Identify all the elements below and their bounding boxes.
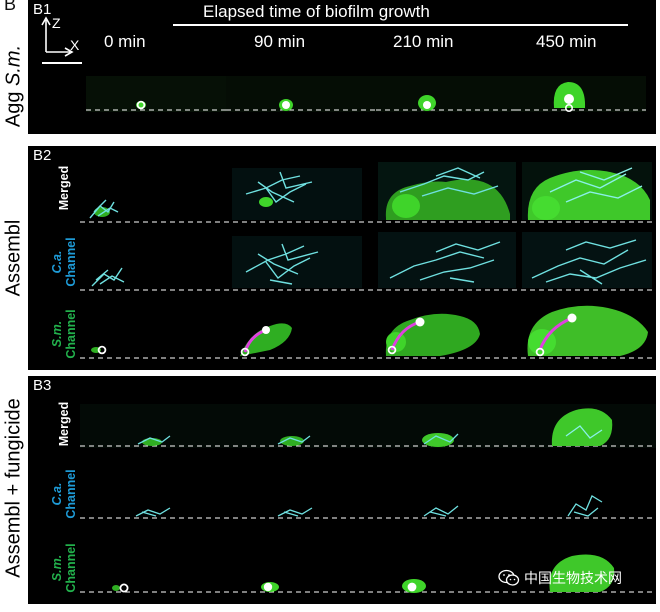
b3-ca-row [80,495,656,519]
b3-merged-0min [137,435,171,446]
side-title-assembl-fungicide: Assembl + fungicide [2,398,25,578]
b2-sm-row [80,305,656,359]
b3-merged-row [80,404,656,448]
b3-ca-450min [567,495,603,517]
scale-bar [42,62,82,64]
panel-b2: B2 Merged C.a. Channel S.m. Channel [28,146,656,370]
b2-ca-450min [522,232,652,288]
b2-merged-90min [232,168,362,220]
b2-ca-0min [91,267,125,287]
b3-ca-210min [423,505,459,517]
panel-label-b2: B2 [33,147,52,164]
b3-ca-90min [277,507,313,517]
b3-sm-210min [402,579,426,593]
panel-b3: B3 Merged C.a. Channel S.m. Channel [28,376,656,604]
time-label-450: 450 min [536,32,597,51]
b3-row-label-sm: S.m. Channel [50,543,78,593]
figure-corner-letter: B [4,0,17,14]
b2-sm-0min [91,345,107,355]
time-label-210: 210 min [393,32,454,51]
b2-sm-450min [527,305,648,357]
side-title-assembl: Assembl [2,219,25,297]
b2-sm-90min [240,323,292,357]
b3-merged-450min [551,408,613,446]
b3-merged-210min [422,433,459,447]
wechat-icon [498,569,520,586]
b1-image-210min [376,76,516,112]
b3-sm-90min [261,582,279,592]
side-title-agg-sm: Agg S.m. [2,44,25,128]
panel-label-b3: B3 [33,377,52,394]
b3-sm-row [80,554,656,593]
b2-row-label-merged: Merged [57,165,71,211]
b3-row-label-ca: C.a. Channel [50,469,78,519]
b3-sm-0min [112,583,129,593]
panel-label-b1: B1 [33,1,52,18]
b1-image-90min [226,76,376,112]
axis-z-label: Z [52,15,61,31]
b2-sm-210min [385,313,480,356]
b2-merged-210min [378,162,516,220]
elapsed-time-bar [173,24,628,26]
b2-merged-450min [522,162,652,220]
panel-b1: B1 Elapsed time of biofilm growth 0 min … [28,0,656,134]
elapsed-time-title: Elapsed time of biofilm growth [203,2,430,21]
b2-ca-row [80,232,656,291]
b1-image-0min [86,76,226,112]
b3-ca-0min [135,507,171,517]
b3-row-label-merged: Merged [57,401,71,447]
axis-x-label: X [70,37,80,53]
time-label-0: 0 min [104,32,146,51]
b2-row-label-ca: C.a. Channel [50,237,78,287]
b2-merged-row [80,162,656,223]
b3-sm-450min [549,554,615,592]
b1-image-450min [516,76,646,112]
watermark-text: 中国生物技术网 [524,570,622,586]
watermark: 中国生物技术网 [498,568,622,588]
time-label-90: 90 min [254,32,306,51]
axis-arrows [41,16,74,57]
b2-row-label-sm: S.m. Channel [50,309,78,359]
b3-merged-90min [277,435,311,446]
b2-merged-0min [89,199,119,219]
b2-ca-210min [378,232,516,288]
b2-ca-90min [232,236,362,288]
